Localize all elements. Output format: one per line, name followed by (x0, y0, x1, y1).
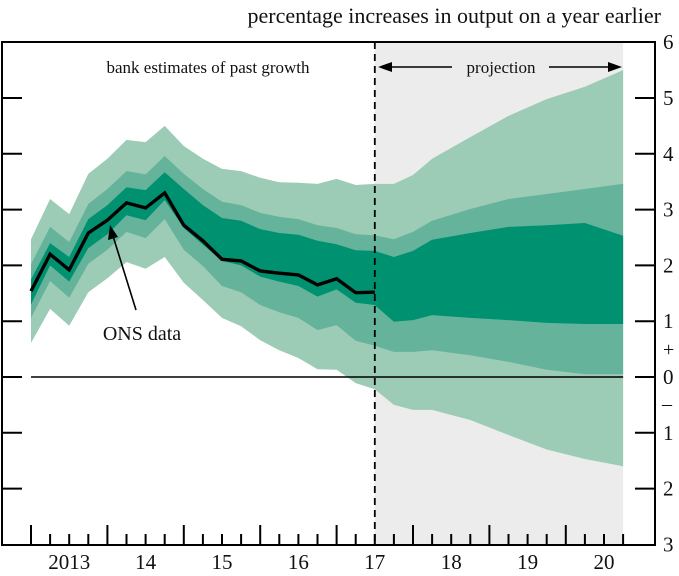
y-tick-label: 5 (663, 86, 674, 110)
chart-title: percentage increases in output on a year… (247, 3, 661, 28)
arrow-right-head (608, 62, 622, 72)
x-tick-label: 15 (212, 550, 233, 574)
ons-data-line (29, 190, 375, 295)
projection-label: projection (467, 58, 536, 77)
x-tick-label: 19 (517, 550, 538, 574)
y-tick-label: 2 (663, 477, 674, 501)
y-tick-label: 3 (663, 198, 674, 222)
y-tick-label: 4 (663, 142, 674, 166)
y-tick-label: 6 (663, 30, 674, 54)
past-estimates-label: bank estimates of past growth (106, 58, 310, 77)
y-tick-label: 2 (663, 253, 674, 277)
x-tick-label: 17 (364, 550, 385, 574)
y-tick-label: 3 (663, 532, 674, 556)
arrow-left-head (378, 62, 392, 72)
y-axis-ticks: 6 5 4 3 2 1 0 1 2 3 + – (2, 30, 674, 556)
plus-sign: + (663, 339, 674, 361)
x-tick-label: 16 (288, 550, 309, 574)
y-tick-label: 1 (663, 309, 674, 333)
x-axis-ticks: 2013 14 15 16 17 18 19 20 (30, 525, 625, 574)
fan-bands (31, 70, 624, 467)
ons-data-label: ONS data (103, 323, 181, 345)
projection-arrows (378, 62, 622, 72)
band-inner (31, 172, 624, 324)
x-tick-label: 18 (441, 550, 462, 574)
x-tick-label: 14 (135, 550, 157, 574)
minus-sign: – (661, 393, 673, 415)
plot-frame (1, 41, 656, 546)
y-tick-label: 1 (663, 421, 674, 445)
x-tick-label: 2013 (48, 550, 90, 574)
y-tick-label: 0 (663, 365, 674, 389)
ons-arrowhead (108, 225, 118, 240)
x-tick-label: 20 (594, 550, 615, 574)
ons-arrow (112, 235, 137, 311)
